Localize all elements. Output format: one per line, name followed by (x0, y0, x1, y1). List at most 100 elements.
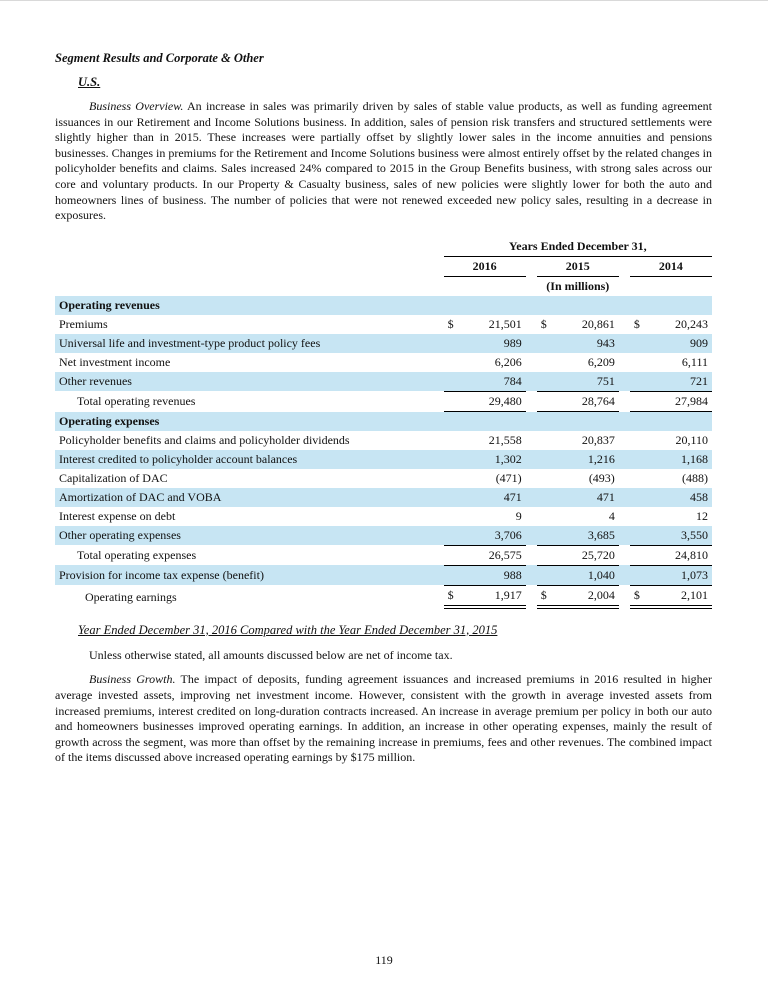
currency-cell: $ (633, 316, 640, 331)
currency-cell: $ (443, 585, 458, 609)
column-spacer (526, 353, 537, 372)
year-column-2016: 2016 (443, 256, 526, 277)
value-cell: (488) (682, 470, 708, 485)
table-row: Interest expense on debt 9 4 12 (55, 507, 712, 526)
business-growth-lead: Business Growth. (89, 672, 176, 687)
year-column-2014: 2014 (629, 256, 712, 277)
value-cell: 12 (696, 508, 708, 523)
value-cell: 26,575 (457, 544, 526, 566)
table-row: Universal life and investment-type produ… (55, 333, 712, 353)
column-spacer (526, 526, 537, 546)
currency-cell (630, 353, 644, 372)
row-label: Amortization of DAC and VOBA (59, 489, 222, 504)
table-caption: Years Ended December 31, (443, 236, 712, 257)
value-cell: 2,004 (550, 585, 619, 609)
currency-cell (630, 526, 644, 546)
currency-cell (630, 507, 644, 526)
value-cell: 1,168 (681, 451, 708, 466)
table-row: Other revenues 784 751 721 (55, 371, 712, 392)
table-row: Provision for income tax expense (benefi… (55, 565, 712, 586)
page-number: 119 (375, 953, 393, 967)
currency-cell: $ (629, 585, 644, 609)
value-cell: 458 (690, 489, 708, 504)
column-spacer (526, 334, 537, 353)
value-cell: (471) (495, 470, 522, 485)
table-row-earnings: Operating earnings $1,917 $2,004 $2,101 (55, 585, 712, 609)
currency-cell (444, 507, 458, 526)
value-cell: 1,040 (550, 565, 619, 586)
currency-cell (630, 488, 644, 507)
currency-cell (629, 565, 644, 586)
value-cell: 721 (690, 373, 708, 388)
column-spacer (526, 469, 537, 488)
column-spacer (619, 353, 630, 372)
currency-cell: $ (536, 585, 551, 609)
currency-cell: $ (447, 316, 454, 331)
currency-cell (537, 450, 551, 469)
value-cell: 21,558 (488, 432, 522, 447)
currency-cell (443, 544, 458, 566)
row-label: Interest expense on debt (59, 508, 176, 523)
column-spacer (619, 334, 630, 353)
column-spacer (526, 565, 537, 585)
value-cell: 6,206 (494, 354, 522, 369)
column-spacer (526, 431, 537, 450)
table-row-total: Total operating revenues 29,480 28,764 2… (55, 390, 712, 412)
row-label: Provision for income tax expense (benefi… (59, 568, 264, 583)
row-label: Operating revenues (59, 297, 160, 312)
table-row: Premiums $21,501 $20,861 $20,243 (55, 315, 712, 334)
row-label: Universal life and investment-type produ… (59, 335, 321, 350)
column-spacer (526, 545, 537, 565)
units-label: (In millions) (546, 278, 610, 293)
table-row-total: Total operating expenses 26,575 25,720 2… (55, 544, 712, 566)
currency-cell (444, 469, 458, 488)
row-label: Premiums (59, 316, 108, 331)
currency-cell (444, 353, 458, 372)
column-spacer (619, 256, 630, 276)
column-spacer (619, 526, 630, 546)
row-label: Interest credited to policyholder accoun… (59, 451, 298, 466)
value-cell: 28,764 (550, 390, 619, 412)
column-spacer (526, 372, 537, 392)
value-cell: 1,302 (494, 451, 522, 466)
currency-cell (537, 526, 551, 546)
currency-cell (629, 390, 644, 412)
table-row-section: Operating revenues (55, 295, 712, 315)
business-growth-paragraph: Business Growth. The impact of deposits,… (55, 672, 712, 766)
currency-cell (444, 488, 458, 507)
value-cell: 27,984 (643, 390, 712, 412)
value-cell: 21,501 (488, 316, 522, 331)
column-spacer (526, 507, 537, 526)
table-row: Capitalization of DAC (471) (493) (488) (55, 469, 712, 488)
currency-cell: $ (540, 316, 547, 331)
net-of-tax-paragraph: Unless otherwise stated, all amounts dis… (89, 647, 453, 662)
value-cell: 3,706 (494, 527, 522, 542)
value-cell: 6,209 (587, 354, 615, 369)
currency-cell (630, 450, 644, 469)
financial-table: Years Ended December 31, 2016 2015 2014 … (55, 236, 712, 609)
currency-cell (536, 390, 551, 412)
currency-cell (630, 372, 644, 392)
table-row: Policyholder benefits and claims and pol… (55, 431, 712, 450)
table-row: Other operating expenses 3,706 3,685 3,5… (55, 525, 712, 546)
currency-cell (444, 450, 458, 469)
row-label: Total operating revenues (77, 394, 196, 409)
currency-cell (444, 334, 458, 353)
currency-cell (536, 544, 551, 566)
value-cell: 6,111 (681, 354, 708, 369)
value-cell: 988 (457, 565, 526, 586)
column-spacer (619, 469, 630, 488)
currency-cell (630, 469, 644, 488)
value-cell: 20,861 (581, 316, 615, 331)
currency-cell (443, 390, 458, 412)
value-cell: 25,720 (550, 544, 619, 566)
value-cell: 989 (503, 335, 522, 350)
currency-cell (629, 544, 644, 566)
value-cell: 1,917 (457, 585, 526, 609)
row-label: Operating expenses (59, 413, 160, 428)
column-spacer (526, 391, 537, 411)
column-spacer (526, 450, 537, 469)
column-spacer (619, 372, 630, 392)
value-cell: 3,550 (681, 527, 708, 542)
business-overview-lead: Business Overview. (89, 99, 184, 113)
